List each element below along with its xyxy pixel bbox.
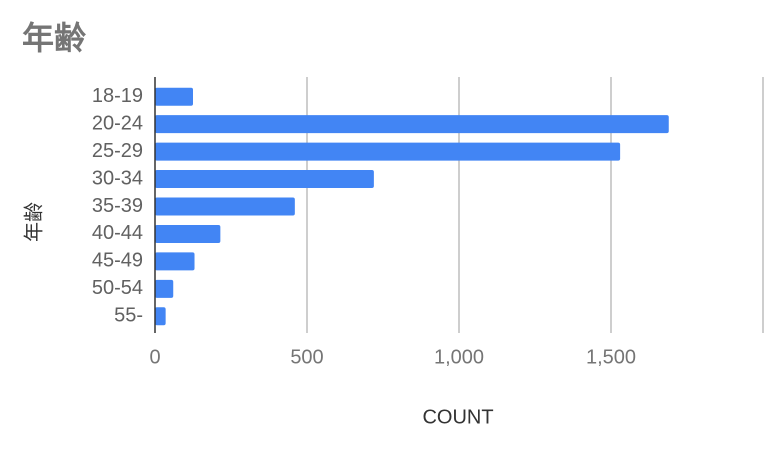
bar bbox=[155, 252, 195, 271]
y-tick-label: 50-54 bbox=[92, 277, 143, 299]
x-axis-label: COUNT bbox=[422, 406, 493, 428]
x-tick-label: 0 bbox=[149, 346, 160, 368]
x-tick-label: 500 bbox=[290, 346, 323, 368]
bar bbox=[155, 115, 669, 134]
y-tick-label: 55- bbox=[114, 305, 143, 327]
y-tick-label: 30-34 bbox=[92, 167, 143, 189]
bar bbox=[155, 224, 221, 243]
bar bbox=[155, 142, 621, 161]
bar bbox=[155, 87, 193, 106]
bar bbox=[155, 307, 166, 326]
y-tick-label: 40-44 bbox=[92, 222, 143, 244]
y-tick-label: 35-39 bbox=[92, 195, 143, 217]
y-tick-label: 20-24 bbox=[92, 112, 143, 134]
y-axis-label: 年齢 bbox=[22, 202, 46, 242]
bar bbox=[155, 197, 295, 216]
bar bbox=[155, 170, 374, 189]
y-tick-label: 25-29 bbox=[92, 140, 143, 162]
y-tick-label: 45-49 bbox=[92, 250, 143, 272]
chart-title: 年齢 bbox=[22, 19, 86, 57]
bar bbox=[155, 279, 174, 298]
x-tick-label: 1,000 bbox=[434, 346, 484, 368]
y-tick-label: 18-19 bbox=[92, 85, 143, 107]
x-tick-label: 1,500 bbox=[586, 346, 636, 368]
